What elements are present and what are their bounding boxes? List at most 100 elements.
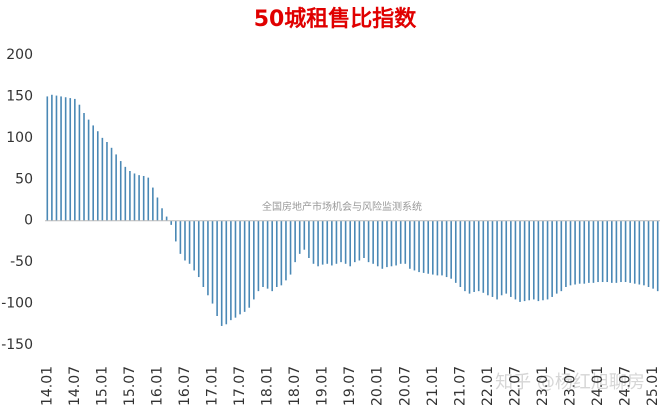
bar <box>353 220 356 263</box>
x-tick-label: 18.07 <box>287 366 303 406</box>
bar <box>363 220 365 258</box>
x-tick-label: 22.07 <box>507 366 523 406</box>
x-tick-label: 15.01 <box>94 366 110 406</box>
bar <box>87 119 90 221</box>
bar <box>225 220 228 325</box>
bar <box>464 220 466 292</box>
bar <box>294 220 296 263</box>
bar <box>69 98 72 221</box>
bar <box>326 220 329 264</box>
y-tick-label: 150 <box>6 88 33 104</box>
bar <box>74 98 76 221</box>
bar <box>211 220 214 304</box>
bar <box>234 220 237 318</box>
bar <box>588 220 590 283</box>
bar <box>253 220 255 300</box>
x-tick-label: 20.07 <box>397 366 413 406</box>
bar <box>409 220 411 269</box>
bar <box>551 220 553 297</box>
x-tick-label: 25.01 <box>645 366 661 406</box>
bar <box>142 175 145 221</box>
y-tick-label: -150 <box>1 337 33 353</box>
bar <box>500 220 503 296</box>
bar <box>381 220 384 269</box>
bar <box>119 161 122 221</box>
x-tick-label: 19.01 <box>315 366 331 406</box>
bar <box>413 220 416 271</box>
bar <box>386 220 388 268</box>
bar <box>390 220 393 267</box>
bar <box>532 220 535 300</box>
bar <box>537 220 540 302</box>
bar <box>243 220 246 312</box>
bar <box>152 187 154 221</box>
bar <box>422 220 425 273</box>
bar <box>239 220 241 315</box>
bar <box>133 173 136 221</box>
bar <box>546 220 549 300</box>
bar <box>459 220 462 287</box>
y-tick-label: 0 <box>24 213 33 229</box>
bar <box>170 220 173 225</box>
bar <box>308 220 310 258</box>
bar <box>404 220 407 264</box>
bar <box>436 220 439 276</box>
bar <box>395 220 397 266</box>
bar <box>124 166 127 221</box>
bar <box>652 220 654 289</box>
bar <box>468 220 471 294</box>
bar <box>175 220 177 242</box>
bar <box>454 220 457 283</box>
bar <box>633 220 636 284</box>
bar <box>275 220 278 287</box>
bar <box>523 220 526 302</box>
bar <box>629 220 631 283</box>
bar <box>60 96 62 221</box>
bar <box>83 113 85 221</box>
x-tick-label: 22.01 <box>480 366 496 406</box>
bar <box>147 177 150 221</box>
x-tick-label: 17.01 <box>205 366 221 406</box>
bar <box>64 97 67 221</box>
x-tick-label: 19.07 <box>342 366 358 406</box>
bar <box>349 220 352 267</box>
bar <box>519 220 521 302</box>
bar <box>280 220 283 286</box>
bar <box>477 220 480 292</box>
bar <box>583 220 586 284</box>
bar <box>399 220 402 264</box>
bar <box>615 220 618 283</box>
bar <box>638 220 641 285</box>
bar <box>101 137 104 221</box>
bar <box>340 220 342 263</box>
bar <box>156 197 159 221</box>
bar <box>441 220 443 276</box>
bar <box>344 220 347 264</box>
bar <box>331 220 333 266</box>
watermark: 全国房地产市场机会与风险监测系统 <box>262 200 422 213</box>
bar <box>298 220 301 254</box>
x-tick-label: 14.07 <box>67 366 83 406</box>
bar <box>647 220 650 287</box>
x-tick-label: 20.01 <box>370 366 386 406</box>
bar <box>643 220 645 286</box>
bar <box>317 220 319 267</box>
bar <box>418 220 420 273</box>
bar <box>376 220 379 267</box>
x-tick-label: 23.07 <box>563 366 579 406</box>
bar <box>372 220 374 264</box>
bar <box>230 220 232 321</box>
bar <box>367 220 370 263</box>
bar <box>487 220 489 296</box>
bar <box>624 220 627 283</box>
bar <box>620 220 622 283</box>
bar <box>51 94 53 221</box>
bar <box>601 220 604 283</box>
bar <box>427 220 430 274</box>
x-tick-label: 16.01 <box>149 366 165 406</box>
bar <box>574 220 576 285</box>
bar <box>271 220 273 292</box>
x-tick-label: 23.01 <box>535 366 551 406</box>
bar <box>248 220 251 308</box>
bar <box>555 220 558 294</box>
